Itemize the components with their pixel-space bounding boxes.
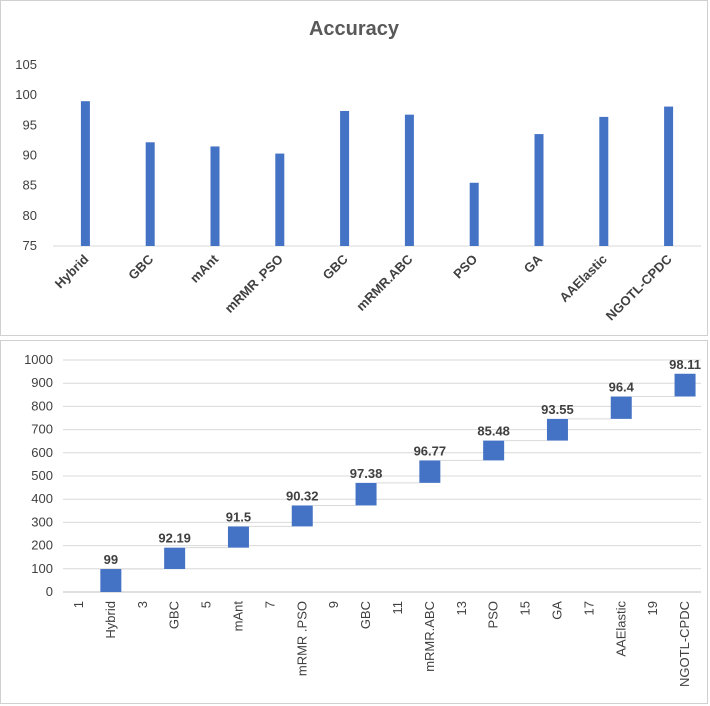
waterfall-bar bbox=[100, 569, 122, 592]
data-label: 97.38 bbox=[350, 466, 383, 481]
waterfall-bar bbox=[291, 505, 313, 527]
x-category-label: NGOTL-CPDC bbox=[603, 251, 675, 323]
data-label: 96.77 bbox=[414, 443, 447, 458]
y-tick-label: 75 bbox=[23, 238, 37, 253]
y-tick-label: 85 bbox=[23, 178, 37, 193]
x-tick-label: 13 bbox=[454, 601, 469, 615]
y-tick-label: 800 bbox=[31, 398, 53, 413]
waterfall-chart-plot: 0 100 200 300 400 500 600 700 800 900 1000 99 92.19 9… bbox=[24, 352, 701, 687]
waterfall-bar bbox=[355, 482, 377, 506]
x-tick-label: 3 bbox=[135, 601, 150, 608]
x-tick-label: 1 bbox=[71, 601, 86, 608]
y-tick-label: 300 bbox=[31, 514, 53, 529]
x-tick-label: NGOTL-CPDC bbox=[677, 601, 692, 687]
bar bbox=[599, 116, 609, 247]
waterfall-bar bbox=[227, 526, 249, 548]
x-tick-label: 9 bbox=[326, 601, 341, 608]
y-tick-label: 400 bbox=[31, 491, 53, 506]
bar bbox=[210, 146, 220, 246]
x-category-label: PSO bbox=[450, 252, 480, 282]
y-tick-label: 80 bbox=[23, 208, 37, 223]
waterfall-bar bbox=[164, 547, 186, 570]
y-tick-label: 1000 bbox=[24, 352, 53, 367]
bar bbox=[534, 134, 544, 246]
data-label: 92.19 bbox=[158, 531, 191, 546]
data-label: 85.48 bbox=[477, 424, 510, 439]
x-category-label: GBC bbox=[320, 251, 351, 282]
x-tick-label: mAnt bbox=[230, 601, 245, 632]
bar bbox=[145, 142, 155, 246]
bar bbox=[80, 101, 90, 246]
x-category-label: mAnt bbox=[187, 251, 222, 286]
x-tick-label: GBC bbox=[167, 601, 182, 629]
x-tick-label: GBC bbox=[358, 601, 373, 629]
x-category-label: GA bbox=[521, 251, 546, 276]
data-label: 91.5 bbox=[226, 509, 251, 524]
data-label: 98.11 bbox=[669, 357, 701, 372]
x-category-label: mRMR.ABC bbox=[353, 251, 416, 314]
bar bbox=[469, 182, 479, 246]
waterfall-bar bbox=[483, 440, 505, 461]
y-tick-label: 90 bbox=[23, 148, 37, 163]
x-tick-label: 19 bbox=[645, 601, 660, 615]
x-tick-label: 5 bbox=[199, 601, 214, 608]
y-tick-label: 500 bbox=[31, 468, 53, 483]
bar bbox=[275, 153, 285, 246]
x-category-label: Hybrid bbox=[52, 251, 92, 291]
accuracy-bar-chart: Accuracy 75 80 85 90 95 100 105 Hybrid GBC mAnt mR… bbox=[0, 0, 708, 336]
y-tick-label: 600 bbox=[31, 445, 53, 460]
waterfall-bar bbox=[610, 396, 632, 419]
chart-title: Accuracy bbox=[308, 18, 400, 40]
x-tick-label: 15 bbox=[518, 601, 533, 615]
x-tick-label: PSO bbox=[486, 601, 501, 628]
x-tick-label: mRMR .PSO bbox=[294, 601, 309, 676]
bar bbox=[404, 114, 414, 247]
y-tick-label: 105 bbox=[15, 57, 37, 72]
data-label: 96.4 bbox=[609, 380, 635, 395]
waterfall-bar bbox=[674, 373, 696, 397]
waterfall-bar bbox=[419, 460, 441, 483]
waterfall-bar bbox=[546, 418, 568, 441]
data-label: 93.55 bbox=[541, 402, 574, 417]
y-tick-label: 100 bbox=[31, 561, 53, 576]
waterfall-chart: 0 100 200 300 400 500 600 700 800 900 1000 99 92.19 9… bbox=[0, 340, 708, 704]
x-tick-label: mRMR.ABC bbox=[422, 601, 437, 672]
bar bbox=[664, 106, 674, 246]
x-category-label: GBC bbox=[125, 251, 156, 282]
x-tick-label: 7 bbox=[262, 601, 277, 608]
x-tick-label: Hybrid bbox=[103, 601, 118, 639]
y-tick-label: 95 bbox=[23, 117, 37, 132]
bar bbox=[340, 110, 350, 246]
x-tick-label: 17 bbox=[581, 601, 596, 615]
x-tick-label: AAElastic bbox=[613, 601, 628, 657]
x-tick-label: 11 bbox=[390, 601, 405, 615]
y-tick-label: 900 bbox=[31, 375, 53, 390]
x-tick-label: GA bbox=[549, 601, 564, 620]
accuracy-bar-chart-plot: 75 80 85 90 95 100 105 Hybrid GBC mAnt mRMR .PSO GB… bbox=[15, 57, 701, 323]
y-tick-label: 100 bbox=[15, 87, 37, 102]
data-label: 90.32 bbox=[286, 488, 319, 503]
y-tick-label: 0 bbox=[46, 584, 53, 599]
y-tick-label: 700 bbox=[31, 422, 53, 437]
data-label: 99 bbox=[104, 552, 118, 567]
x-category-label: AAElastic bbox=[556, 252, 610, 306]
x-category-label: mRMR .PSO bbox=[222, 252, 286, 316]
y-tick-label: 200 bbox=[31, 538, 53, 553]
